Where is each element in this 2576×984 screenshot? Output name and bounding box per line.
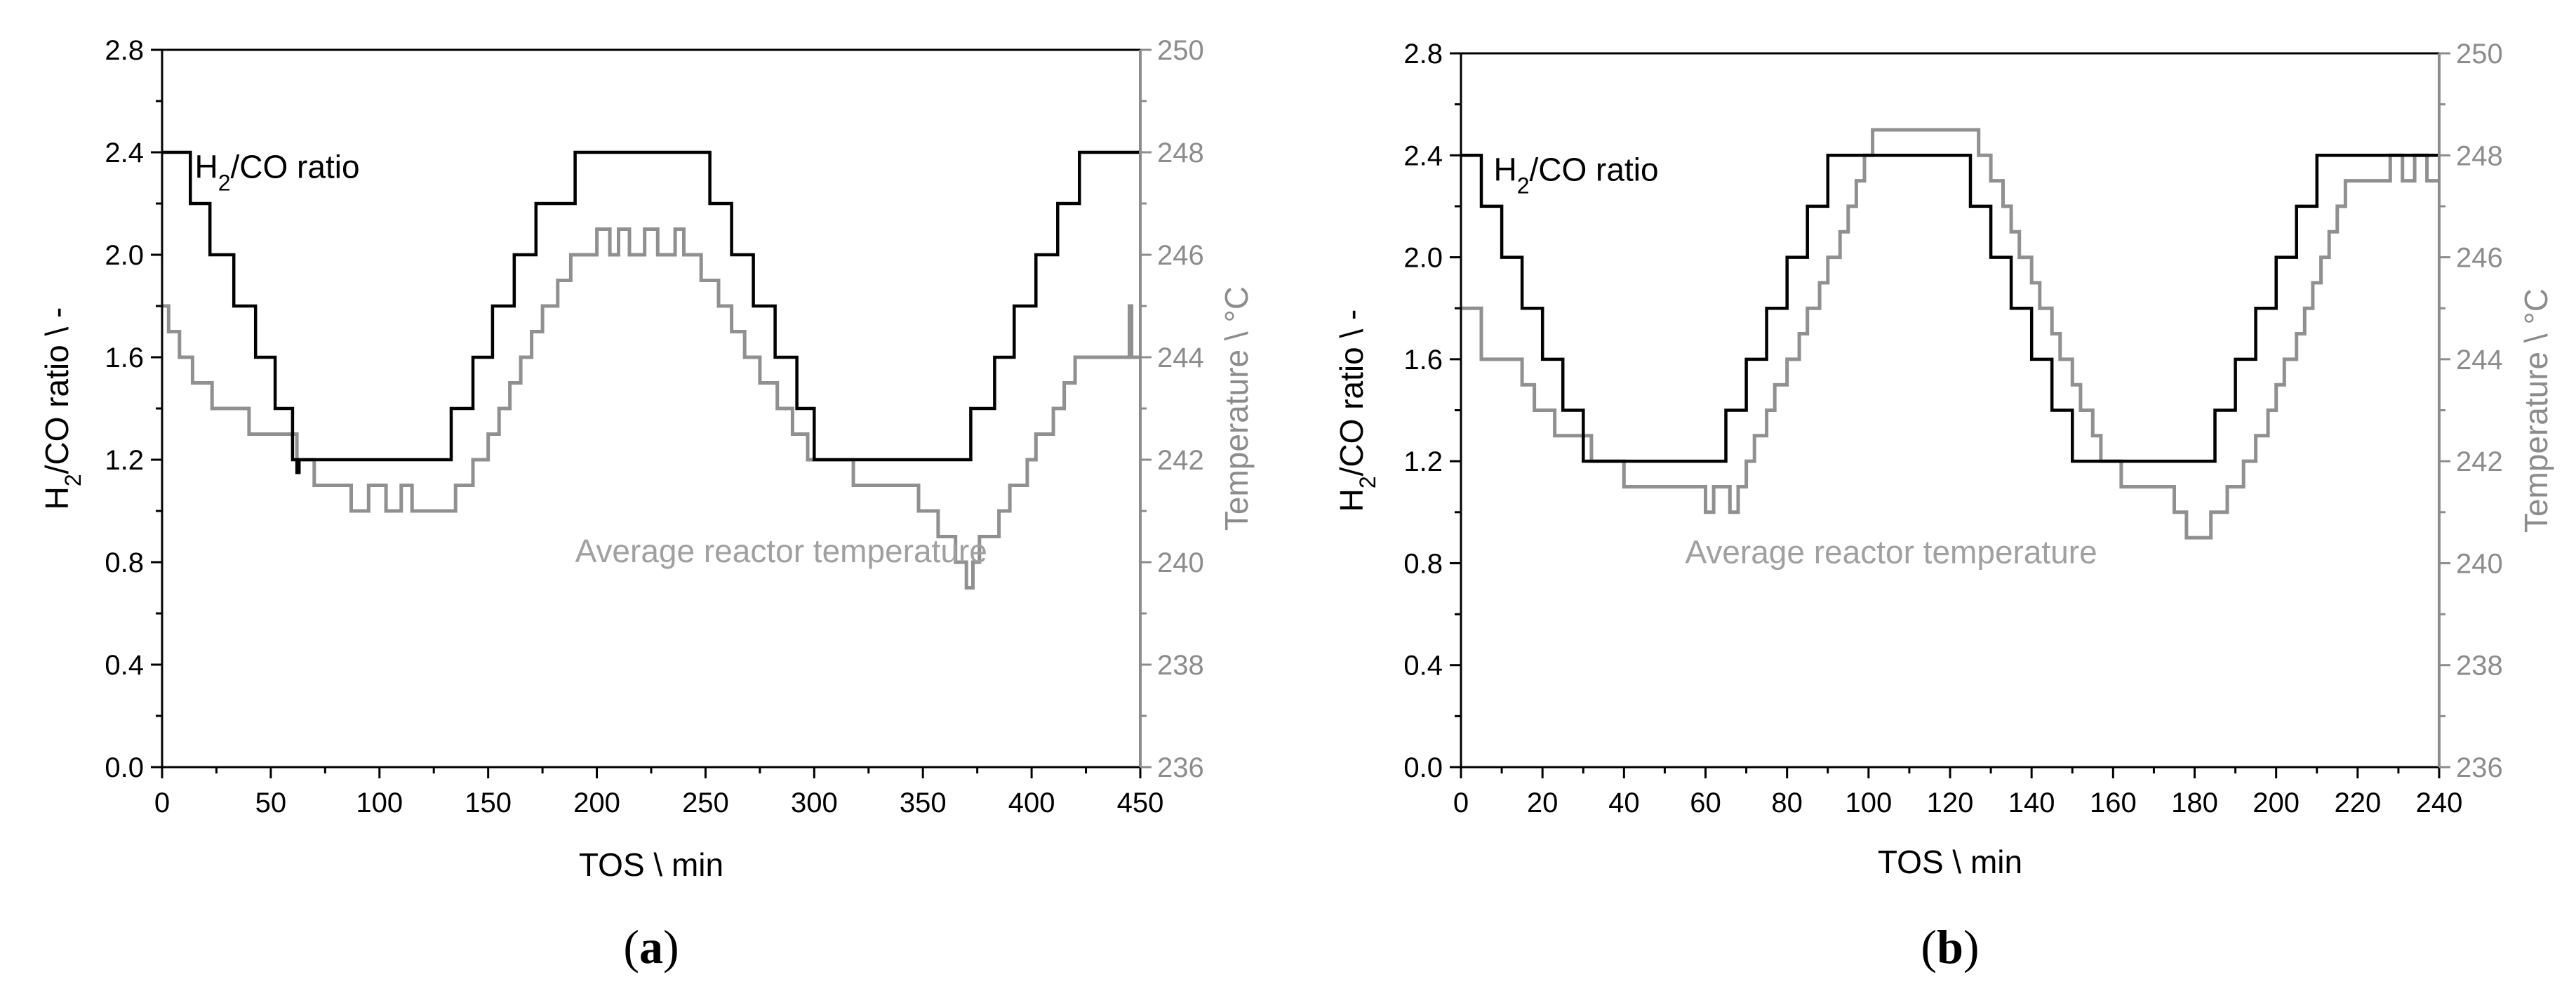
panel-b-y2tick-label: 238 bbox=[2456, 651, 2503, 682]
panel-a-xtick-label: 200 bbox=[573, 787, 620, 818]
panel-b-ytick-label: 1.2 bbox=[1403, 446, 1443, 477]
panel-b-y2tick-label: 250 bbox=[2456, 39, 2503, 69]
panel-b-ytick-label: 2.8 bbox=[1403, 39, 1443, 69]
panel-a-ytick-label: 1.6 bbox=[105, 343, 144, 373]
panel-b-xtick-label: 160 bbox=[2090, 787, 2137, 818]
panel-a-ytick-label: 2.0 bbox=[105, 240, 144, 271]
panel-a-ylabel: H2/CO ratio \ - bbox=[39, 307, 86, 510]
panel-b-xtick-label: 40 bbox=[1608, 787, 1640, 818]
panel-a-y2tick-label: 242 bbox=[1157, 445, 1204, 476]
panel-a-series-temperature-line bbox=[162, 227, 1140, 590]
panel-a-xtick-label: 150 bbox=[465, 787, 512, 818]
panel-b-ticks: 0 20 40 60 80 100 120 140 160 180 200 220 240 0.0 0.4 0… bbox=[1403, 39, 2502, 818]
panel-b-ytick-label: 1.6 bbox=[1403, 345, 1443, 375]
panel-a-xtick-label: 450 bbox=[1117, 787, 1164, 818]
panel-b-xtick-label: 120 bbox=[1927, 787, 1974, 818]
panel-b-series-ratio-line bbox=[1461, 154, 2439, 463]
panel-b-y2tick-label: 248 bbox=[2456, 140, 2503, 171]
panel-a-xtick-label: 300 bbox=[791, 787, 838, 818]
panel-a-temperature-series-label: Average reactor temperature bbox=[575, 533, 987, 569]
panel-a-xlabel: TOS \ min bbox=[579, 846, 723, 883]
panel-a-ytick-label: 1.2 bbox=[105, 445, 144, 476]
panel-a-y2tick-label: 246 bbox=[1157, 240, 1204, 271]
panel-b-series-temperature-line bbox=[1461, 128, 2439, 540]
panel-b-ytick-label: 0.4 bbox=[1403, 651, 1443, 682]
panel-a-y2tick-label: 240 bbox=[1157, 547, 1204, 578]
panel-b-plot-content bbox=[1461, 128, 2439, 540]
panel-b-xtick-label: 140 bbox=[2008, 787, 2055, 818]
panel-b-y2tick-label: 244 bbox=[2456, 345, 2503, 375]
panel-a-xtick-label: 0 bbox=[154, 787, 170, 818]
chart-panel-b: 0 20 40 60 80 100 120 140 160 180 200 220 240 0.0 0.4 0… bbox=[1333, 39, 2554, 973]
panel-b-xtick-label: 60 bbox=[1690, 787, 1721, 818]
panel-b-xtick-label: 180 bbox=[2171, 787, 2218, 818]
panel-b-y2tick-label: 242 bbox=[2456, 446, 2503, 477]
panel-b-panel-label: (b) bbox=[1921, 920, 1979, 973]
panel-b-y2tick-label: 246 bbox=[2456, 243, 2503, 274]
panel-b-xtick-label: 80 bbox=[1771, 787, 1803, 818]
panel-a-y2label: Temperature \ °C bbox=[1218, 286, 1255, 531]
panel-a-xtick-label: 350 bbox=[900, 787, 947, 818]
panel-a-ytick-label: 0.0 bbox=[105, 752, 144, 783]
panel-a-series-ratio-line bbox=[162, 150, 1140, 474]
panel-a-xtick-label: 250 bbox=[682, 787, 729, 818]
panel-a-y2tick-label: 238 bbox=[1157, 650, 1204, 681]
panel-b-ytick-label: 0.0 bbox=[1403, 752, 1443, 783]
panel-a-letter: a bbox=[639, 920, 663, 973]
panel-b-xtick-label: 0 bbox=[1453, 787, 1469, 818]
panel-a-y2tick-label: 248 bbox=[1157, 138, 1204, 168]
panel-a-panel-label: (a) bbox=[623, 920, 679, 973]
panel-a-ratio-series-label: H2/CO ratio bbox=[194, 149, 359, 196]
panel-a-y2tick-label: 244 bbox=[1157, 343, 1204, 373]
panel-b-ytick-label: 0.8 bbox=[1403, 548, 1443, 579]
panel-b-xtick-label: 220 bbox=[2334, 787, 2381, 818]
panel-b-letter: b bbox=[1937, 920, 1963, 973]
panel-a-xtick-label: 400 bbox=[1008, 787, 1055, 818]
panel-a-xtick-label: 100 bbox=[356, 787, 403, 818]
chart-panel-a: 0 50 100 150 200 250 300 350 400 450 0.0 0.4 0.8 1.2 1… bbox=[39, 35, 1255, 973]
panel-a-y2tick-label: 236 bbox=[1157, 752, 1204, 783]
panel-b-ratio-series-label: H2/CO ratio bbox=[1493, 152, 1658, 199]
panel-b-xtick-label: 200 bbox=[2253, 787, 2300, 818]
panel-a-ticks: 0 50 100 150 200 250 300 350 400 450 0.0 0.4 0.8 1.2 1… bbox=[105, 35, 1203, 818]
panel-a-ytick-label: 2.8 bbox=[105, 35, 144, 66]
panel-b-ytick-label: 2.0 bbox=[1403, 243, 1443, 274]
panel-b-xlabel: TOS \ min bbox=[1878, 844, 2022, 880]
panel-b-temperature-series-label: Average reactor temperature bbox=[1685, 533, 2097, 570]
panel-b-xtick-label: 20 bbox=[1527, 787, 1559, 818]
panel-a-ytick-label: 0.4 bbox=[105, 650, 144, 681]
panel-b-xtick-label: 100 bbox=[1845, 787, 1892, 818]
panel-b-xtick-label: 240 bbox=[2416, 787, 2463, 818]
panel-b-ylabel: H2/CO ratio \ - bbox=[1333, 310, 1380, 512]
panel-a-y2tick-label: 250 bbox=[1157, 35, 1204, 66]
panel-a-ytick-label: 0.8 bbox=[105, 547, 144, 578]
panel-b-ytick-label: 2.4 bbox=[1403, 140, 1443, 171]
panel-b-y2label: Temperature \ °C bbox=[2518, 288, 2554, 533]
panel-b-y2tick-label: 240 bbox=[2456, 548, 2503, 579]
panel-a-plot-content bbox=[162, 150, 1140, 590]
panel-a-xtick-label: 50 bbox=[255, 787, 287, 818]
panel-b-y2tick-label: 236 bbox=[2456, 752, 2503, 783]
panel-a-ytick-label: 2.4 bbox=[105, 138, 144, 168]
